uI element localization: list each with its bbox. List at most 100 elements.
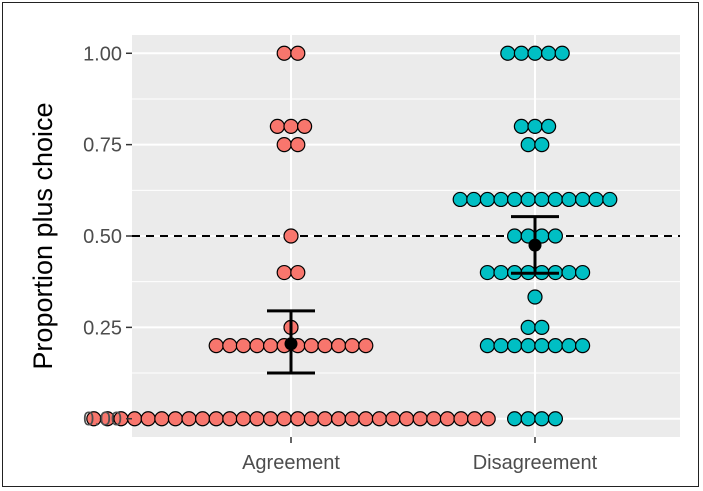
data-point xyxy=(290,137,306,153)
figure-frame xyxy=(2,2,699,487)
grid-minor xyxy=(132,98,680,374)
data-point xyxy=(358,338,374,354)
data-point xyxy=(195,411,211,427)
data-point xyxy=(520,338,536,354)
data-point xyxy=(331,338,347,354)
data-point xyxy=(412,411,428,427)
data-point xyxy=(276,264,292,281)
data-point xyxy=(480,411,496,427)
data-point xyxy=(527,289,543,305)
data-point xyxy=(249,411,265,427)
data-points xyxy=(86,45,618,427)
data-point xyxy=(534,411,550,427)
data-point xyxy=(385,411,401,427)
data-point xyxy=(479,191,495,208)
x-tick-label: Disagreement xyxy=(473,452,598,474)
data-point xyxy=(540,45,557,61)
data-point xyxy=(344,411,360,427)
y-tick-label: 0.25 xyxy=(83,317,122,339)
data-point xyxy=(154,411,170,427)
data-point xyxy=(303,411,319,427)
data-point xyxy=(547,228,564,244)
data-point xyxy=(520,411,536,427)
data-point xyxy=(297,118,313,134)
data-point xyxy=(276,137,292,153)
data-point xyxy=(276,411,292,427)
data-point xyxy=(467,411,483,427)
data-point xyxy=(547,411,564,427)
y-tick-label: 1.00 xyxy=(83,43,122,65)
data-point xyxy=(554,45,570,61)
data-point xyxy=(208,338,224,354)
data-point xyxy=(331,411,347,427)
data-point xyxy=(500,45,516,61)
mean-point xyxy=(528,238,542,252)
data-point xyxy=(513,45,530,61)
y-axis-title: Proportion plus choice xyxy=(28,102,58,369)
data-point xyxy=(181,411,197,427)
data-point xyxy=(561,264,577,281)
data-point xyxy=(574,264,591,281)
x-axis: Agreement Disagreement xyxy=(242,437,598,474)
data-point xyxy=(371,411,387,427)
data-point xyxy=(426,411,442,427)
data-point xyxy=(290,45,306,61)
data-point xyxy=(269,118,285,134)
data-point xyxy=(479,264,495,281)
data-point xyxy=(561,338,577,354)
data-point xyxy=(263,338,279,354)
data-point xyxy=(534,319,550,335)
data-point xyxy=(222,411,238,427)
data-point xyxy=(453,411,469,427)
data-point xyxy=(520,319,536,335)
data-point xyxy=(506,338,523,354)
data-point xyxy=(358,411,374,427)
data-point xyxy=(317,338,333,354)
data-point xyxy=(290,411,306,427)
data-point xyxy=(506,228,523,244)
data-point xyxy=(493,264,509,281)
data-point xyxy=(534,191,550,208)
data-point xyxy=(513,118,530,134)
data-point xyxy=(399,411,415,427)
data-point xyxy=(235,411,251,427)
data-point xyxy=(547,191,564,208)
data-point xyxy=(534,137,550,153)
data-point xyxy=(283,228,299,244)
data-point xyxy=(493,338,509,354)
data-point xyxy=(317,411,333,427)
data-point xyxy=(466,191,482,208)
y-tick-label: 0.50 xyxy=(83,226,122,248)
data-point xyxy=(534,338,550,354)
data-point xyxy=(479,338,495,354)
y-axis: 0.00 0.25 0.50 0.75 1.00 xyxy=(83,43,132,431)
data-point xyxy=(140,411,156,427)
data-point xyxy=(506,191,523,208)
data-point xyxy=(527,118,543,134)
data-point xyxy=(561,191,577,208)
data-point xyxy=(547,338,564,354)
data-point xyxy=(452,191,468,208)
data-point xyxy=(344,338,360,354)
data-point xyxy=(493,191,509,208)
x-tick-label: Agreement xyxy=(242,452,340,474)
data-point xyxy=(574,191,591,208)
data-point xyxy=(506,411,523,427)
data-point xyxy=(283,118,299,134)
data-point xyxy=(276,45,292,61)
data-point xyxy=(574,338,591,354)
mean-point xyxy=(284,337,298,351)
data-point xyxy=(588,191,604,208)
data-point xyxy=(222,338,238,354)
data-point xyxy=(527,45,543,61)
data-point xyxy=(439,411,455,427)
data-point xyxy=(249,338,265,354)
data-point xyxy=(235,338,251,354)
data-point xyxy=(602,191,618,208)
data-point xyxy=(540,118,557,134)
data-point xyxy=(167,411,183,427)
y-tick-label: 0.75 xyxy=(83,135,122,157)
data-point xyxy=(290,264,306,281)
data-point xyxy=(520,137,536,153)
